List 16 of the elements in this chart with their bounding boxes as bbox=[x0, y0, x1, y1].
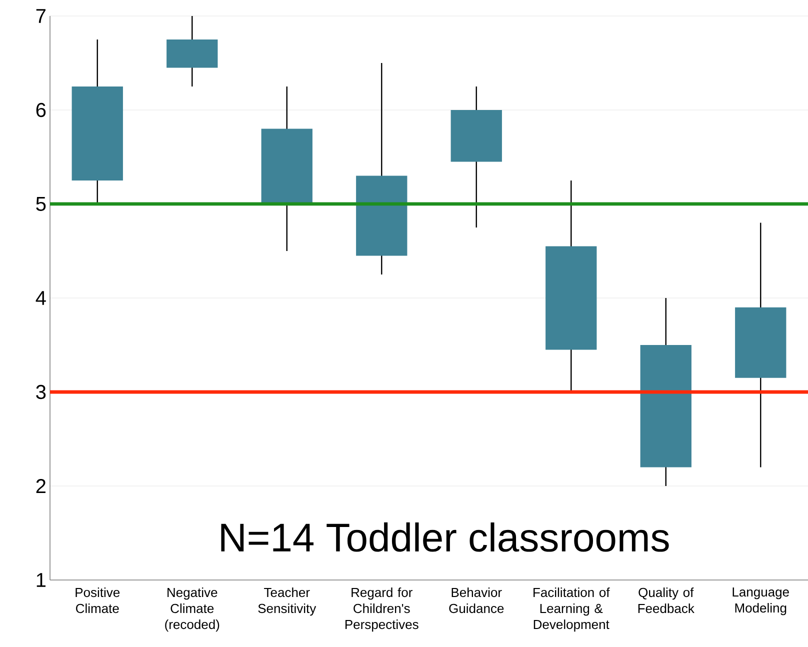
x-tick-label: Regard for Children's Perspectives bbox=[345, 588, 418, 632]
x-tick-label: Negative Climate (recoded) bbox=[165, 588, 220, 632]
x-tick-label: Facilitation of Learning & Development bbox=[534, 588, 610, 632]
y-tick-label: 3 bbox=[36, 384, 46, 400]
y-tick-label: 2 bbox=[36, 479, 46, 493]
x-tick-label: Behavior Guidance bbox=[449, 588, 504, 614]
x-tick-label: Language Modeling bbox=[732, 588, 789, 616]
annotation: N=14 Toddler classrooms bbox=[221, 522, 669, 552]
y-tick-label: 1 bbox=[36, 573, 46, 587]
y-tick-label: 5 bbox=[36, 197, 46, 211]
y-tick-label: 6 bbox=[36, 102, 46, 118]
y-tick-label: 7 bbox=[36, 9, 46, 23]
x-tick-label: Teacher Sensitivity bbox=[258, 588, 316, 616]
x-tick-label: Quality of Feedback bbox=[638, 588, 694, 614]
y-tick-label: 4 bbox=[36, 291, 46, 305]
x-tick-label: Positive Climate bbox=[76, 588, 120, 614]
